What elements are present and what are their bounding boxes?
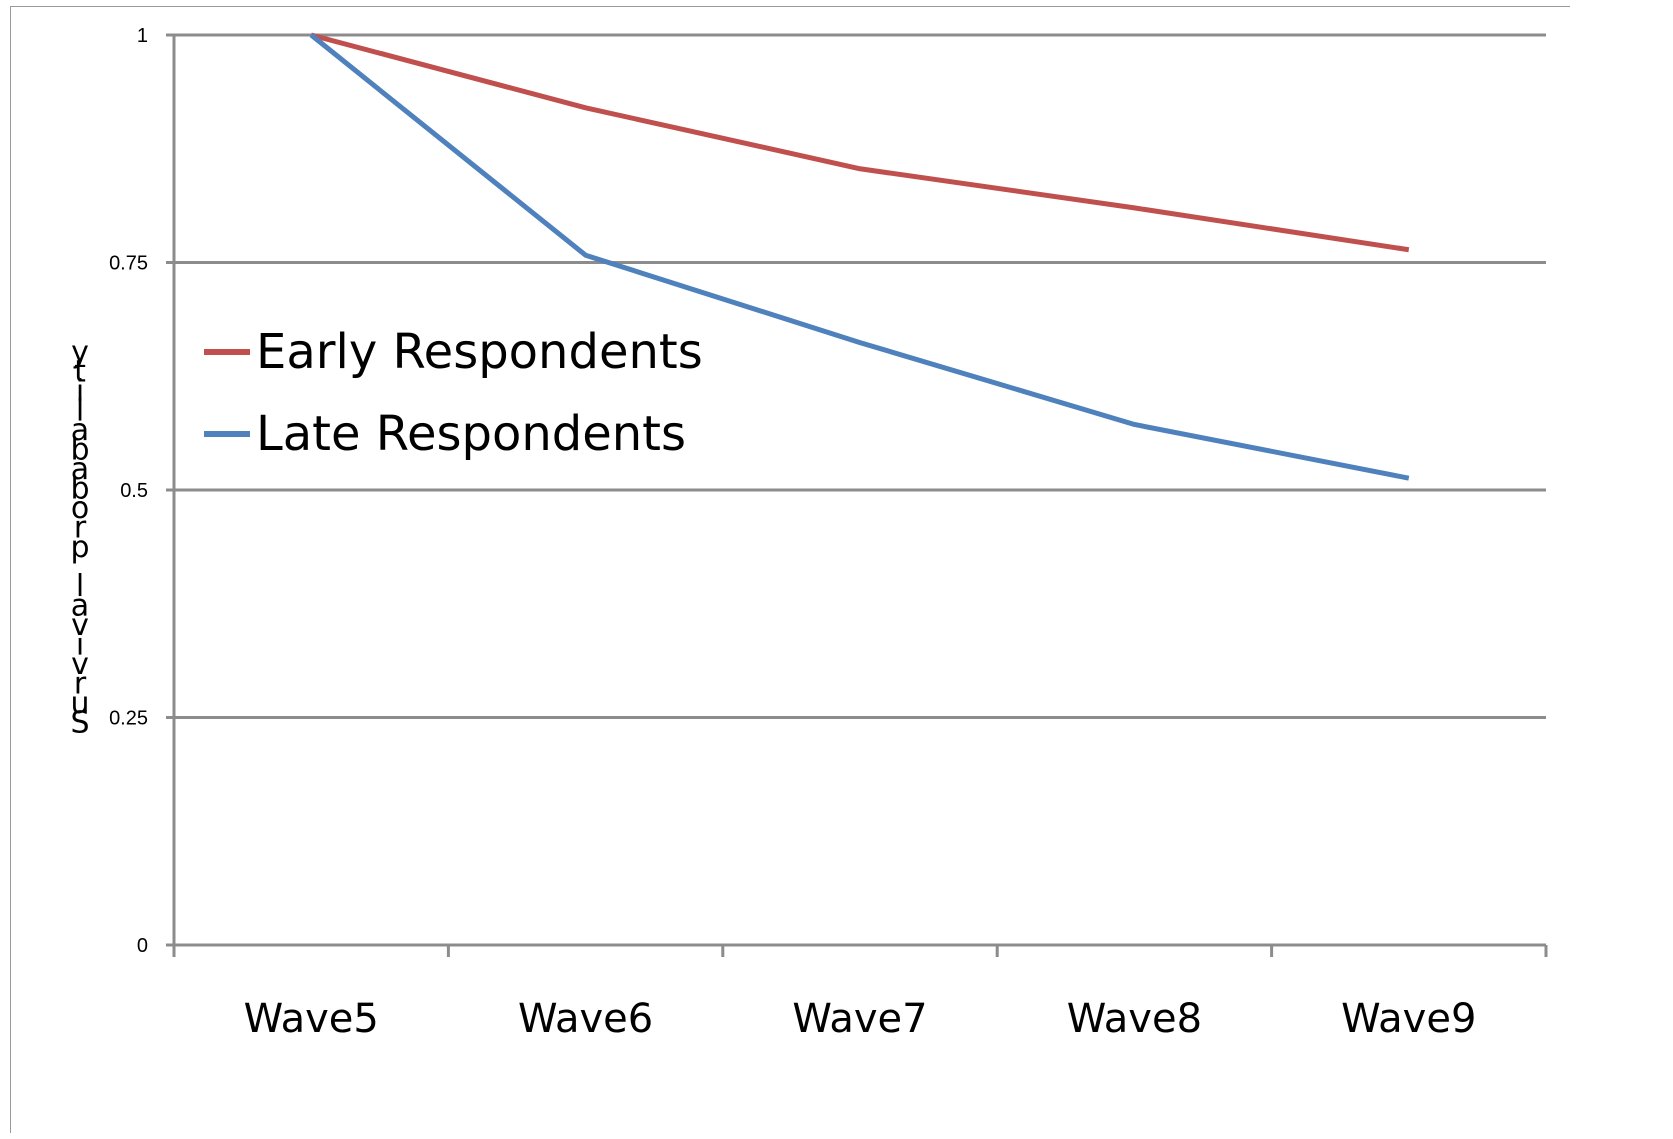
series-line <box>310 32 1410 253</box>
series-line <box>309 33 1410 481</box>
x-tick-label: Wave7 <box>792 996 927 1042</box>
legend-label: Late Respondents <box>256 406 686 462</box>
x-tick-label: Wave5 <box>244 996 379 1042</box>
y-tick-label: 0.75 <box>109 253 148 275</box>
y-axis-label-char: r <box>74 667 87 702</box>
legend-label: Early Respondents <box>256 324 703 380</box>
legend: Early Respondents Late Respondents <box>204 324 703 462</box>
y-axis-label-char: l <box>76 394 84 429</box>
y-axis-label-char: i <box>76 374 84 409</box>
y-axis-label-char: a <box>71 413 89 448</box>
y-axis-label-char: l <box>76 569 84 604</box>
x-tick-label: Wave8 <box>1067 996 1202 1042</box>
series-lines <box>309 32 1410 481</box>
y-axis-label-char: o <box>71 491 89 526</box>
y-axis-label-char: b <box>70 433 89 468</box>
y-axis-label-char: i <box>76 628 84 663</box>
y-axis-label-char: v <box>71 647 89 682</box>
y-axis-label-char: S <box>70 706 89 741</box>
chart-frame <box>10 6 1570 1133</box>
y-axis-label-char: v <box>71 608 89 643</box>
y-axis-label-char: a <box>71 452 89 487</box>
y-axis-label-char: u <box>70 686 89 721</box>
x-tick-label: Wave6 <box>518 996 653 1042</box>
y-axis-label-char: b <box>70 472 89 507</box>
axes: 0 0.25 0.5 0.75 1 Wave5 Wave6 Wave7 Wave8 Wave9 <box>109 25 1548 1042</box>
y-axis-label-char: p <box>70 530 89 565</box>
y-axis-label-char: y <box>71 335 89 370</box>
y-axis-label-char: r <box>74 511 87 546</box>
y-axis-label-char: t <box>74 355 86 390</box>
y-tick-label: 1 <box>137 25 148 47</box>
y-tick-label: 0.5 <box>120 480 148 502</box>
x-tick-label: Wave9 <box>1341 996 1476 1042</box>
y-tick-label: 0.25 <box>109 708 148 730</box>
y-tick-label: 0 <box>137 935 148 957</box>
gridlines <box>174 33 1546 719</box>
y-axis-label-char: a <box>71 589 89 624</box>
